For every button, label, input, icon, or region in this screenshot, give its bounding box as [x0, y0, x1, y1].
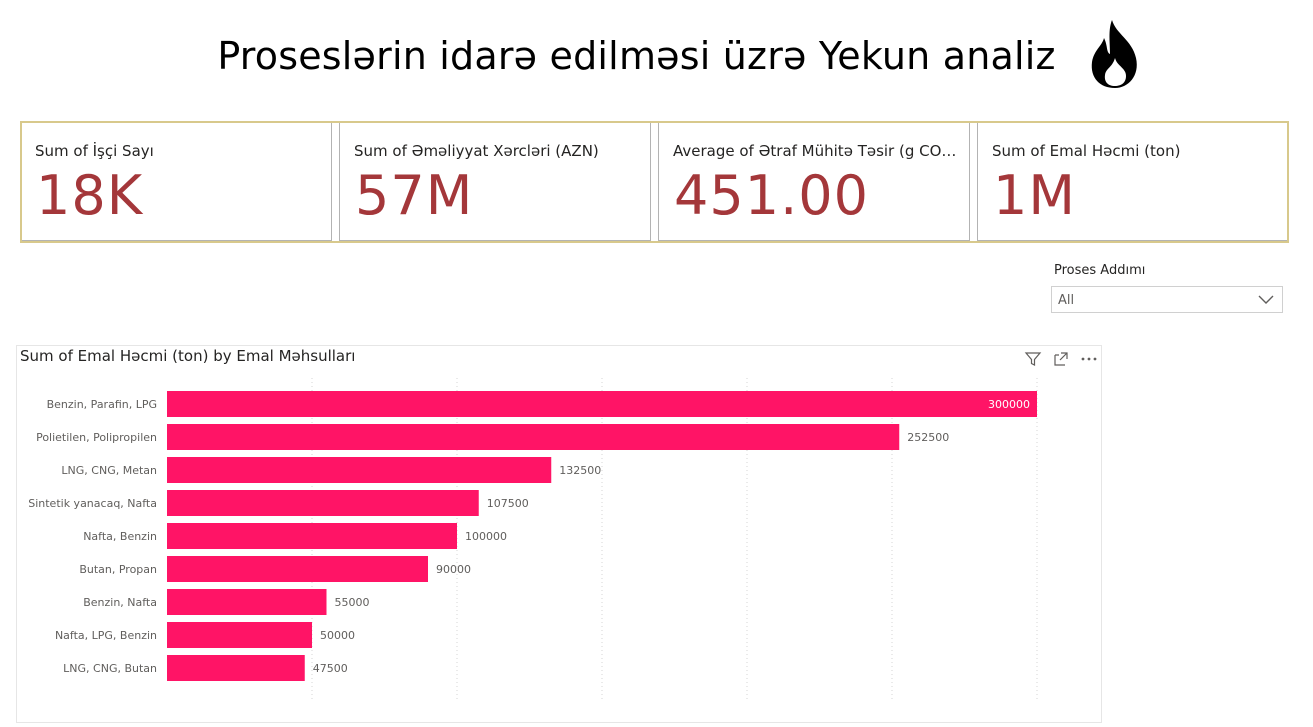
bar — [167, 424, 900, 450]
category-label: Benzin, Nafta — [83, 596, 157, 609]
bar — [167, 622, 312, 648]
category-label: LNG, CNG, Metan — [61, 464, 157, 477]
data-label: 107500 — [487, 497, 529, 510]
focus-mode-icon[interactable] — [1052, 350, 1070, 368]
kpi-card-etraf-muhite-tesir[interactable]: Average of Ətraf Mühitə Təsir (g CO2... … — [658, 121, 970, 241]
flame-icon — [1091, 20, 1137, 88]
slicer-selected-value: All — [1058, 293, 1075, 308]
kpi-label: Sum of Emal Həcmi (ton) — [992, 142, 1181, 160]
slicer-label: Proses Addımı — [1054, 263, 1146, 278]
data-label: 55000 — [335, 596, 370, 609]
kpi-card-emeliyyat-xercleri[interactable]: Sum of Əməliyyat Xərcləri (AZN) 57M — [339, 121, 651, 241]
emal-hecmi-bar-chart: Benzin, Parafin, LPG 300000 Polietilen, Po… — [28, 378, 1038, 700]
kpi-value: 57M — [355, 164, 474, 227]
chart-header-icons — [1024, 350, 1102, 368]
data-label: 47500 — [313, 662, 348, 675]
data-label: 50000 — [320, 629, 355, 642]
category-label: Nafta, Benzin — [83, 530, 157, 543]
chevron-down-icon — [1258, 295, 1274, 304]
bar — [167, 589, 327, 615]
data-label: 300000 — [988, 398, 1030, 411]
bar — [167, 655, 305, 681]
category-label: Benzin, Parafin, LPG — [47, 398, 157, 411]
data-label: 132500 — [559, 464, 601, 477]
kpi-value: 1M — [993, 164, 1076, 227]
data-label: 252500 — [907, 431, 949, 444]
category-label: Butan, Propan — [79, 563, 157, 576]
kpi-label: Sum of İşçi Sayı — [35, 142, 154, 160]
bar — [167, 523, 457, 549]
category-label: LNG, CNG, Butan — [63, 662, 157, 675]
data-label: 100000 — [465, 530, 507, 543]
bar — [167, 556, 428, 582]
filter-icon[interactable] — [1024, 350, 1042, 368]
bar — [167, 391, 1037, 417]
category-label: Sintetik yanacaq, Nafta — [28, 497, 157, 510]
proses-addimi-dropdown[interactable]: All — [1051, 286, 1283, 313]
kpi-label: Average of Ətraf Mühitə Təsir (g CO2... — [673, 142, 958, 160]
bar — [167, 457, 552, 483]
kpi-row: Sum of İşçi Sayı 18K Sum of Əməliyyat Xə… — [20, 121, 1289, 243]
kpi-value: 451.00 — [674, 164, 869, 227]
data-label: 90000 — [436, 563, 471, 576]
category-label: Polietilen, Polipropilen — [36, 431, 157, 444]
page-title: Proseslərin idarə edilməsi üzrə Yekun an… — [217, 34, 1056, 78]
chart-title: Sum of Emal Həcmi (ton) by Emal Məhsulla… — [20, 347, 356, 365]
kpi-card-emal-hecmi[interactable]: Sum of Emal Həcmi (ton) 1M — [977, 121, 1289, 241]
bar — [167, 490, 479, 516]
kpi-value: 18K — [36, 164, 144, 227]
kpi-card-isci-sayi[interactable]: Sum of İşçi Sayı 18K — [20, 121, 332, 241]
category-label: Nafta, LPG, Benzin — [55, 629, 157, 642]
more-options-icon[interactable] — [1080, 350, 1098, 368]
kpi-label: Sum of Əməliyyat Xərcləri (AZN) — [354, 142, 599, 160]
